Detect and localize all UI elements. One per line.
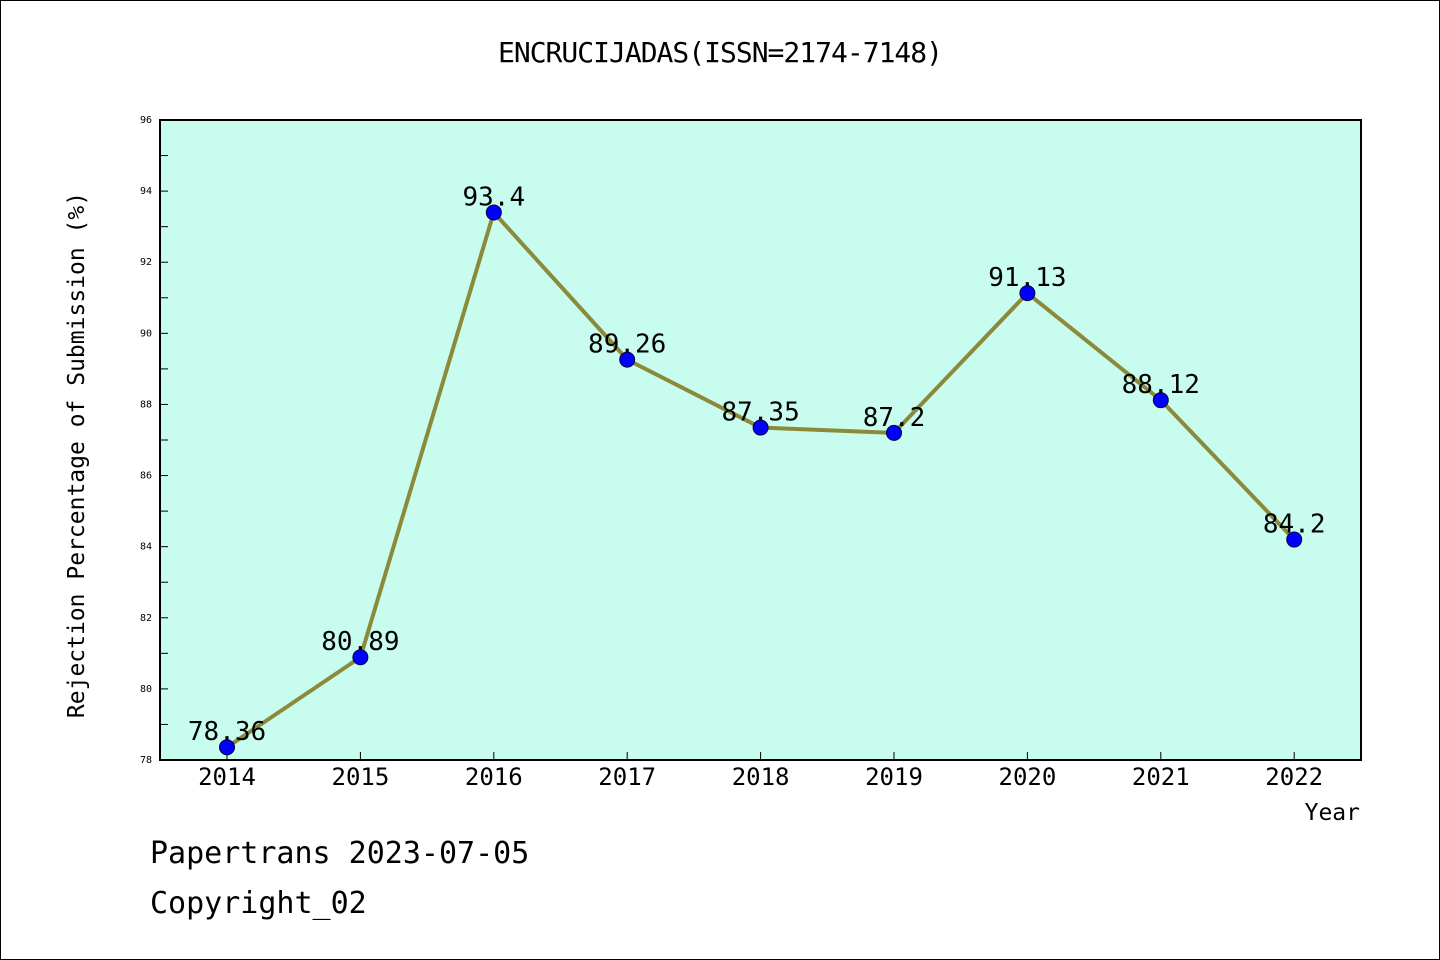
chart-title: ENCRUCIJADAS(ISSN=2174-7148) — [497, 36, 943, 69]
y-axis: 78 80 82 84 86 88 90 92 94 96 — [140, 115, 168, 766]
data-point — [219, 739, 235, 756]
data-label: 80.89 — [321, 627, 399, 657]
data-point — [352, 649, 369, 666]
x-tick-label: 2020 — [999, 763, 1057, 791]
source-stamp: Papertrans 2023-07-05 — [150, 836, 530, 871]
y-tick-label: 96 — [140, 115, 152, 126]
data-point — [886, 424, 902, 441]
copyright-text: Copyright_02 — [150, 886, 367, 921]
data-label: 88.12 — [1122, 370, 1200, 400]
data-label: 89.26 — [588, 330, 666, 360]
data-label: 87.2 — [863, 403, 926, 433]
x-tick-label: 2015 — [332, 763, 390, 791]
data-point — [619, 351, 636, 368]
y-tick-label: 82 — [140, 613, 152, 624]
x-axis-label: Year — [1305, 800, 1360, 826]
y-tick-label: 90 — [140, 328, 152, 339]
data-label: 84.2 — [1263, 510, 1326, 540]
data-label: 93.4 — [462, 182, 525, 212]
x-tick-label: 2019 — [865, 763, 923, 791]
data-label: 87.35 — [721, 398, 799, 428]
data-label: 78.36 — [188, 717, 266, 747]
y-tick-label: 78 — [140, 755, 152, 766]
data-point — [1152, 392, 1169, 409]
x-tick-label: 2018 — [732, 763, 790, 791]
data-point — [1286, 531, 1303, 548]
data-point — [485, 204, 502, 221]
plot-area — [159, 119, 1362, 761]
data-label: 91.13 — [988, 263, 1066, 293]
data-point — [1019, 285, 1036, 302]
x-tick-label: 2016 — [465, 763, 523, 791]
x-tick-label: 2014 — [198, 763, 256, 791]
x-tick-label: 2022 — [1265, 763, 1323, 791]
y-tick-label: 84 — [140, 542, 152, 553]
data-point — [752, 419, 769, 436]
y-tick-label: 86 — [140, 471, 152, 482]
series-line: 78.36 80.89 93.4 89.26 87.35 87.2 91.13 88.12 84… — [188, 182, 1326, 756]
x-tick-label: 2017 — [598, 763, 656, 791]
y-tick-label: 88 — [140, 399, 152, 410]
y-axis-label: Rejection Percentage of Submission (%) — [64, 192, 90, 718]
y-tick-label: 80 — [140, 684, 152, 695]
y-tick-label: 92 — [140, 257, 152, 268]
x-tick-label: 2021 — [1132, 763, 1190, 791]
y-tick-label: 94 — [140, 186, 152, 197]
x-axis: 2014 2015 2016 2017 2018 2019 2020 2021 2022 — [198, 752, 1323, 791]
